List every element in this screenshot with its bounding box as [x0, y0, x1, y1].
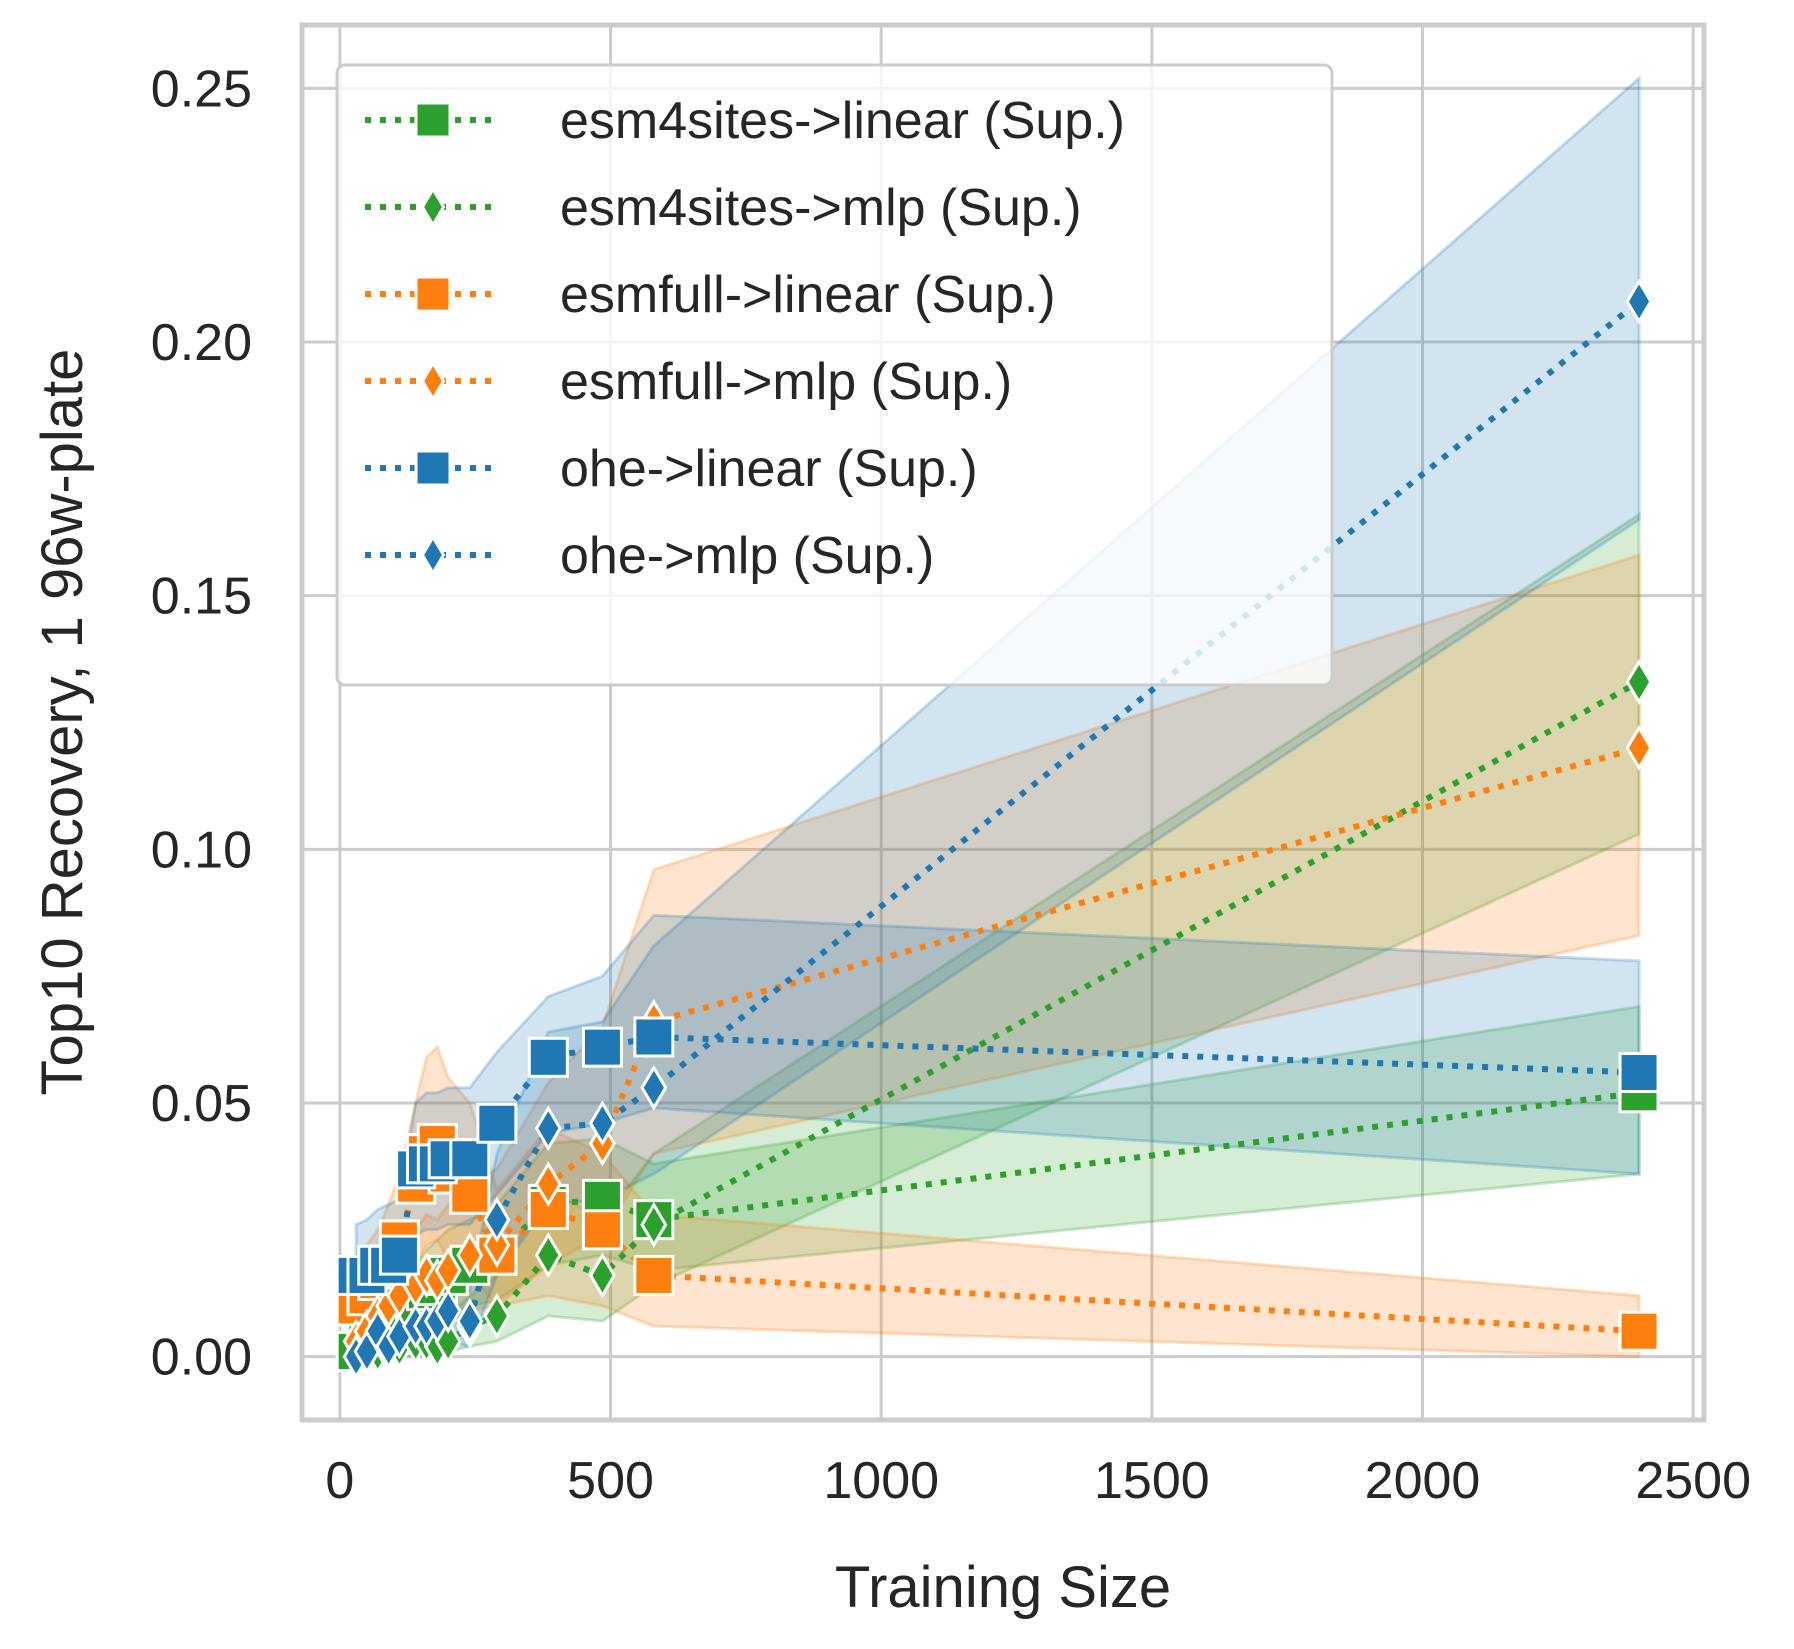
legend-box [335, 63, 1334, 687]
legend: esm4sites->linear (Sup.) esm4sites->mlp (… [335, 63, 1334, 687]
x-tick-label: 1500 [1094, 1452, 1210, 1510]
data-point [534, 1232, 562, 1279]
y-tick-label: 0.10 [151, 821, 252, 879]
x-tick-label: 1000 [823, 1452, 939, 1510]
x-tick-labels: 0 500 1000 1500 2000 2500 [325, 1452, 1751, 1510]
legend-marker [420, 186, 446, 228]
data-point [534, 1105, 562, 1152]
data-point [534, 1161, 562, 1208]
legend-item: esmfull->linear (Sup.) [365, 266, 1056, 324]
data-point [456, 1298, 484, 1344]
data-point [1625, 659, 1653, 705]
data-point [456, 1232, 484, 1279]
legend-label: ohe->linear (Sup.) [560, 440, 978, 498]
data-point [633, 1254, 675, 1296]
series-markers [335, 278, 1660, 1380]
data-point [527, 1036, 569, 1078]
legend-marker [414, 101, 452, 139]
y-axis-label: Top10 Recovery, 1 96w-plate [30, 349, 95, 1096]
legend-item: esm4sites->mlp (Sup.) [365, 179, 1082, 237]
y-tick-label: 0.25 [151, 60, 252, 118]
x-tick-label: 500 [567, 1452, 654, 1510]
data-point [476, 1102, 518, 1144]
y-tick-labels: 0.00 0.05 0.10 0.15 0.20 0.25 [151, 60, 252, 1386]
legend-marker [420, 534, 446, 576]
x-tick-label: 2500 [1635, 1452, 1751, 1510]
data-point [581, 1026, 623, 1068]
legend-item: ohe->linear (Sup.) [365, 440, 978, 498]
data-point [640, 1064, 668, 1111]
legend-label: esmfull->mlp (Sup.) [560, 353, 1012, 411]
data-point [633, 1016, 675, 1058]
y-tick-label: 0.05 [151, 1075, 252, 1133]
x-tick-label: 0 [325, 1452, 354, 1510]
data-point [1625, 724, 1653, 771]
legend-label: ohe->mlp (Sup.) [560, 527, 934, 585]
legend-marker [414, 275, 452, 313]
legend-item: ohe->mlp (Sup.) [365, 527, 934, 585]
y-tick-label: 0.00 [151, 1329, 252, 1387]
y-tick-label: 0.15 [151, 568, 252, 626]
data-point [1625, 278, 1653, 325]
x-tick-label: 2000 [1365, 1452, 1481, 1510]
y-tick-label: 0.20 [151, 314, 252, 372]
data-point [581, 1209, 623, 1251]
data-point [483, 1293, 511, 1339]
plot-frame [299, 22, 1707, 1423]
data-point [588, 1100, 616, 1147]
series-line [356, 679, 1641, 1360]
data-point [449, 1138, 491, 1180]
data-point [1618, 1052, 1660, 1094]
legend-item: esm4sites->linear (Sup.) [365, 92, 1125, 150]
legend-label: esmfull->linear (Sup.) [560, 266, 1056, 324]
legend-label: esm4sites->linear (Sup.) [560, 92, 1125, 150]
data-point [483, 1196, 511, 1243]
data-point [378, 1234, 420, 1276]
data-point [640, 1201, 668, 1248]
legend-marker [414, 449, 452, 487]
data-point [434, 1288, 462, 1334]
legend-label: esm4sites->mlp (Sup.) [560, 179, 1082, 237]
data-point [483, 1222, 511, 1268]
x-axis-label: Training Size [835, 1555, 1171, 1620]
legend-item: esmfull->mlp (Sup.) [365, 353, 1012, 411]
data-point [588, 1252, 616, 1299]
data-point [1618, 1310, 1660, 1352]
legend-marker [420, 360, 446, 402]
